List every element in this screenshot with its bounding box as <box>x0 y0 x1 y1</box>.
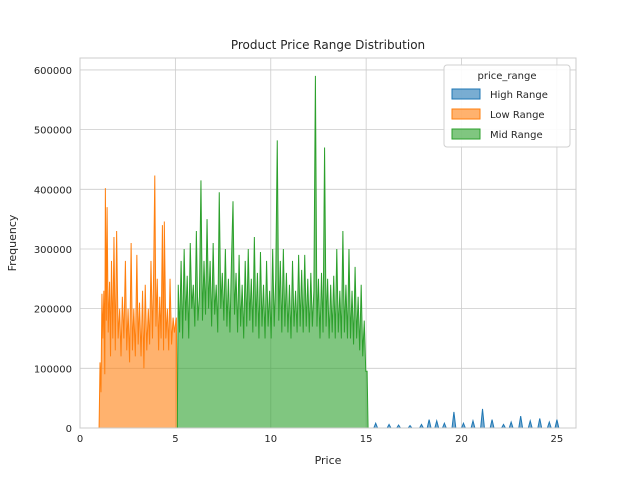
x-tick-label: 15 <box>360 434 373 445</box>
x-axis-ticks: 0 5 10 15 20 25 <box>77 434 563 445</box>
x-tick-label: 10 <box>264 434 277 445</box>
x-tick-label: 0 <box>77 434 83 445</box>
x-tick-label: 25 <box>551 434 564 445</box>
y-axis-label: Frequency <box>6 214 19 271</box>
plot-frame <box>79 57 577 429</box>
legend-label-high-range: High Range <box>490 90 548 101</box>
y-axis-ticks: 0 100000 200000 300000 400000 500000 600000 <box>34 66 72 435</box>
legend-swatch-high-range <box>451 88 481 100</box>
legend-title: price_range <box>478 71 537 82</box>
y-tick-label: 200000 <box>34 305 72 316</box>
y-tick-label: 300000 <box>34 245 72 256</box>
y-tick-label: 500000 <box>34 126 72 137</box>
legend: price_range High Range Low Range Mid Ran… <box>443 64 571 148</box>
series-line-mid-range <box>176 75 369 429</box>
y-tick-label: 400000 <box>34 185 72 196</box>
legend-swatch-mid-range <box>451 128 481 140</box>
y-tick-label: 0 <box>66 424 72 435</box>
legend-box <box>443 64 571 148</box>
legend-label-mid-range: Mid Range <box>490 130 543 141</box>
y-tick-label: 100000 <box>34 364 72 375</box>
legend-label-low-range: Low Range <box>490 110 545 121</box>
x-tick-label: 20 <box>455 434 468 445</box>
y-tick-label: 600000 <box>34 66 72 77</box>
series-fill-low-range <box>99 175 178 428</box>
x-tick-label: 5 <box>172 434 178 445</box>
chart-title: Product Price Range Distribution <box>231 38 425 52</box>
series-line-low-range <box>98 175 178 429</box>
legend-swatch-low-range <box>451 108 481 120</box>
x-axis-label: Price <box>315 454 342 467</box>
